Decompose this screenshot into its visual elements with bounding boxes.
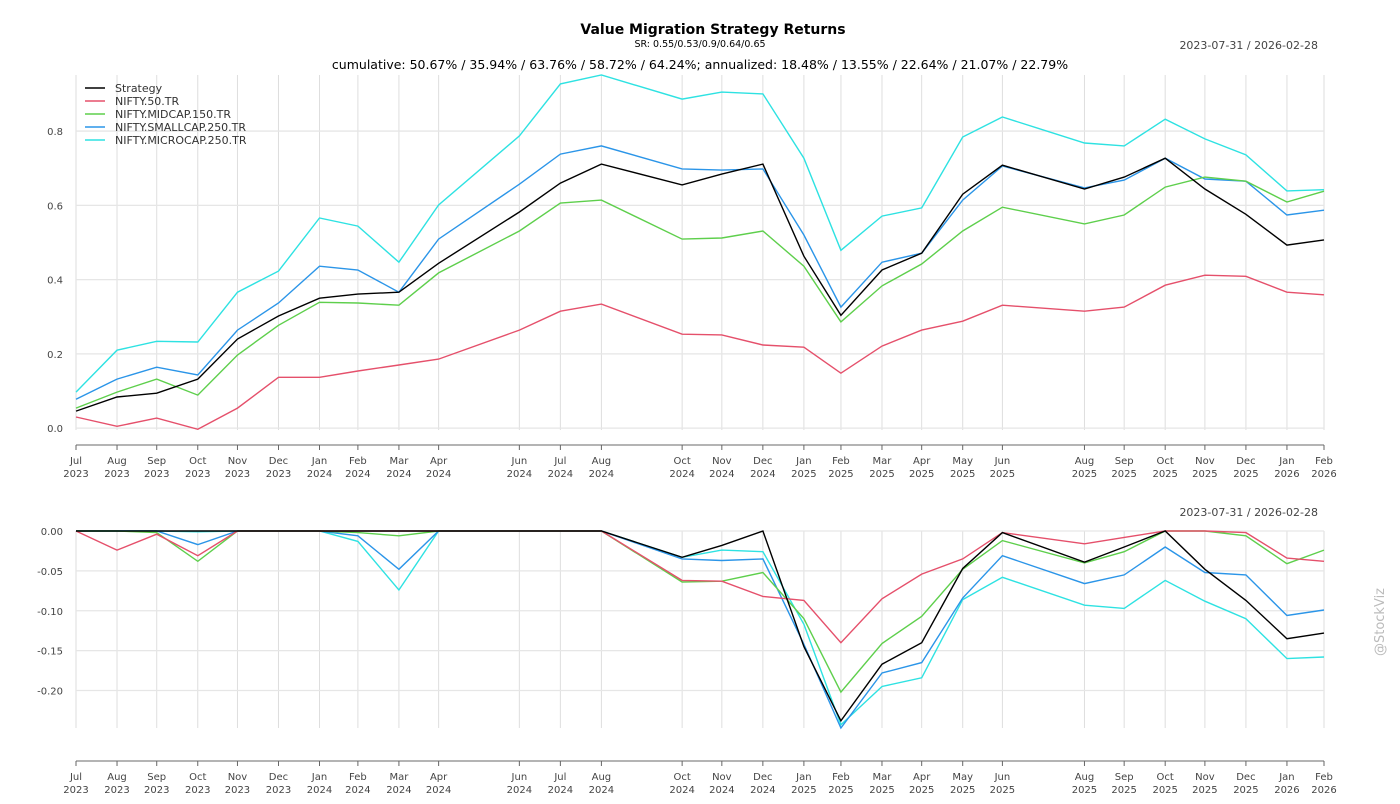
x-tick-label: Dec 2024 [750,772,775,796]
x-tick-label: Mar 2024 [386,456,411,480]
x-tick-label: Jul 2024 [548,772,573,796]
x-tick-label: Feb 2026 [1311,456,1336,480]
x-tick-label: Oct 2023 [185,456,210,480]
x-tick-label: Jan 2026 [1274,772,1299,796]
x-tick-label: Sep 2023 [144,456,169,480]
x-tick-label: Nov 2024 [709,772,734,796]
y-tick-label: -0.10 [37,607,63,618]
x-tick-label: Apr 2024 [426,456,451,480]
chart-title: Value Migration Strategy Returns [580,22,845,38]
cumulative-series-nifty-smallcap-250-tr [75,145,1325,400]
x-tick-label: Feb 2024 [345,772,370,796]
legend-item: NIFTY.MICROCAP.250.TR [85,134,247,147]
drawdown-series-strategy [76,530,1325,723]
x-tick-label: Aug 2025 [1072,456,1097,480]
x-tick-label: Jun 2024 [507,456,532,480]
legend-label: NIFTY.SMALLCAP.250.TR [115,121,246,134]
date-range-top: 2023-07-31 / 2026-02-28 [1179,39,1318,52]
y-tick-label: 0.0 [47,424,63,435]
drawdown-series-nifty-midcap-150-tr [76,530,1325,694]
x-tick-label: Jun 2024 [507,772,532,796]
x-tick-label: Jan 2025 [791,456,816,480]
x-tick-label: Mar 2024 [386,772,411,796]
legend-item: NIFTY.50.TR [85,95,180,108]
x-tick-label: Apr 2025 [909,772,934,796]
y-tick-label: 0.8 [47,127,63,138]
x-tick-label: Apr 2025 [909,456,934,480]
y-tick-label: -0.05 [37,567,63,578]
x-tick-label: Aug 2025 [1072,772,1097,796]
y-tick-label: 0.2 [47,350,63,361]
legend-label: NIFTY.MIDCAP.150.TR [115,108,231,121]
x-tick-label: Feb 2024 [345,456,370,480]
x-tick-label: Oct 2025 [1152,456,1177,480]
x-tick-label: Aug 2024 [589,456,614,480]
cumulative-returns-panel: 0.0 0.2 0.4 0.6 0.8 Jul 2023 Aug 2023 Sep 2023 Oct 2… [47,74,1337,480]
x-tick-label: May 2025 [950,456,975,480]
x-tick-label: Oct 2025 [1152,772,1177,796]
legend-label: NIFTY.MICROCAP.250.TR [115,134,247,147]
y-tick-label: -0.15 [37,647,63,658]
x-tick-label: Feb 2025 [828,772,853,796]
x-tick-label: Aug 2023 [104,456,129,480]
x-tick-label: Nov 2023 [225,456,250,480]
x-tick-label: Mar 2025 [869,772,894,796]
date-range-bottom: 2023-07-31 / 2026-02-28 [1179,506,1318,519]
x-tick-label: Nov 2025 [1192,456,1217,480]
x-tick-label: Feb 2025 [828,456,853,480]
x-tick-label: Feb 2026 [1311,772,1336,796]
x-tick-label: Dec 2023 [266,456,291,480]
cumulative-series-nifty-50-tr [75,274,1325,431]
x-tick-label: Mar 2025 [869,456,894,480]
x-tick-label: Nov 2023 [225,772,250,796]
x-tick-label: Dec 2025 [1233,456,1258,480]
legend: StrategyNIFTY.50.TRNIFTY.MIDCAP.150.TRNI… [85,82,247,147]
legend-label: Strategy [115,82,163,95]
x-tick-label: Dec 2024 [750,456,775,480]
x-tick-label: Sep 2025 [1111,456,1136,480]
drawdown-series-nifty-50-tr [75,530,1325,644]
x-tick-label: Apr 2024 [426,772,451,796]
legend-label: NIFTY.50.TR [115,95,180,108]
y-tick-label: 0.4 [47,276,63,287]
x-tick-label: Aug 2023 [104,772,129,796]
x-tick-label: Aug 2024 [589,772,614,796]
y-tick-label: 0.00 [41,527,63,538]
x-tick-label: Jan 2024 [307,456,332,480]
x-tick-label: Jul 2023 [63,456,88,480]
legend-item: NIFTY.SMALLCAP.250.TR [85,121,246,134]
cumulative-series-nifty-midcap-150-tr [75,176,1325,409]
drawdown-panel: 0.00 -0.05 -0.10 -0.15 -0.20 Jul 2023 Aug 2023 Se… [37,527,1337,796]
returns-summary: cumulative: 50.67% / 35.94% / 63.76% / 5… [332,57,1068,72]
cumulative-series-strategy [75,157,1325,412]
watermark: @StockViz [1373,588,1388,656]
x-tick-label: Dec 2025 [1233,772,1258,796]
x-tick-label: Jul 2024 [548,456,573,480]
cumulative-series-nifty-microcap-250-tr [75,74,1325,393]
x-tick-label: Dec 2023 [266,772,291,796]
x-tick-label: May 2025 [950,772,975,796]
x-tick-label: Oct 2023 [185,772,210,796]
x-tick-label: Jun 2025 [990,456,1015,480]
x-tick-label: Jan 2024 [307,772,332,796]
legend-item: Strategy [85,82,163,95]
y-tick-label: -0.20 [37,687,63,698]
x-tick-label: Jan 2025 [791,772,816,796]
x-tick-label: Nov 2025 [1192,772,1217,796]
x-tick-label: Jun 2025 [990,772,1015,796]
x-tick-label: Oct 2024 [669,772,694,796]
x-tick-label: Oct 2024 [669,456,694,480]
drawdown-series-nifty-smallcap-250-tr [76,530,1325,730]
chart-subtitle: SR: 0.55/0.53/0.9/0.64/0.65 [634,39,765,50]
legend-item: NIFTY.MIDCAP.150.TR [85,108,231,121]
y-tick-label: 0.6 [47,201,63,212]
x-tick-label: Sep 2025 [1111,772,1136,796]
x-tick-label: Jan 2026 [1274,456,1299,480]
x-tick-label: Jul 2023 [63,772,88,796]
x-tick-label: Sep 2023 [144,772,169,796]
x-tick-label: Nov 2024 [709,456,734,480]
